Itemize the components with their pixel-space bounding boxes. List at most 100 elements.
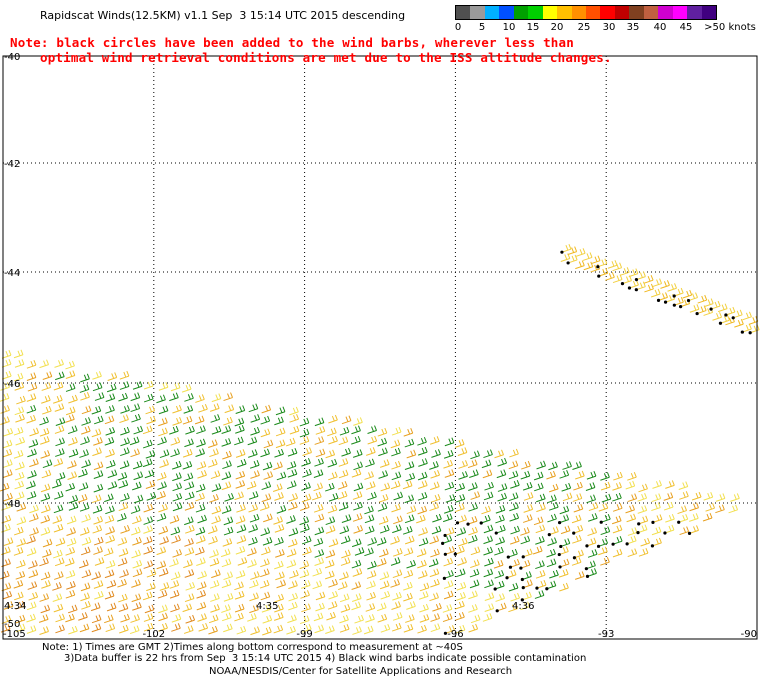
wind-barb: [378, 516, 389, 525]
wind-barb: [429, 461, 439, 470]
wind-barb: [585, 482, 596, 491]
wind-barb: [209, 403, 220, 412]
wind-barb: [157, 589, 168, 599]
wind-barb: [104, 493, 114, 503]
wind-barb: [378, 493, 389, 503]
wind-barb: [351, 581, 362, 591]
wind-barb: [235, 405, 246, 414]
wind-barb: [444, 481, 455, 491]
wind-barb: [16, 502, 27, 512]
wind-barb: [288, 493, 299, 502]
wind-barb: [259, 502, 270, 511]
wind-barb: [428, 558, 439, 568]
wind-barb: [431, 525, 442, 535]
wind-barb: [143, 393, 154, 403]
wind-barb: [2, 469, 13, 478]
wind-barb: [143, 503, 154, 513]
wind-barb: [572, 524, 584, 535]
wind-barb: [703, 491, 714, 501]
wind-barb: [131, 579, 141, 588]
wind-barb: [67, 460, 77, 469]
wind-barb: [288, 601, 298, 611]
wind-barb: [546, 548, 556, 558]
wind-barb: [195, 526, 206, 536]
wind-barb: [118, 502, 129, 512]
wind-barb: [430, 548, 440, 558]
wind-barb: [105, 405, 115, 414]
wind-barb: [211, 483, 222, 492]
wind-barb: [210, 593, 220, 602]
wind-barb: [40, 436, 50, 445]
wind-barb: [455, 624, 466, 634]
wind-barb: [313, 537, 324, 547]
wind-barb: [599, 514, 611, 524]
wind-barb: [14, 471, 25, 481]
wind-barb: [146, 415, 156, 425]
wind-barb: [596, 538, 609, 548]
wind-barb: [366, 570, 377, 579]
wind-barb: [605, 272, 615, 281]
wind-barb: [81, 600, 91, 610]
wind-barb: [223, 526, 234, 536]
wind-barb: [455, 600, 465, 610]
wind-barb: [468, 590, 478, 600]
wind-barb: [432, 602, 442, 612]
wind-barb: [55, 624, 65, 634]
wind-barb: [259, 579, 270, 589]
wind-barb: [586, 494, 596, 504]
wind-barb: [417, 505, 428, 515]
wind-barb: [273, 461, 283, 471]
wind-barb: [236, 535, 247, 544]
wind-barb: [183, 405, 194, 414]
legend-label-25: 25: [577, 22, 591, 33]
wind-barb: [352, 449, 363, 458]
wind-barb: [209, 549, 219, 558]
wind-barb: [15, 571, 26, 580]
legend-swatch: [600, 6, 616, 19]
wind-barb: [637, 505, 648, 514]
wind-barb: [508, 460, 519, 470]
wind-barb: [105, 526, 115, 535]
wind-barb: [91, 428, 102, 438]
legend-swatch: [586, 6, 601, 19]
wind-barb: [467, 459, 478, 469]
wind-barb: [417, 437, 427, 446]
wind-barb: [495, 504, 506, 514]
wind-barb: [235, 449, 246, 458]
legend-label-20: 20: [550, 22, 564, 33]
wind-barb: [341, 514, 352, 523]
contamination-dot: [585, 574, 590, 578]
wind-barb: [54, 571, 64, 580]
wind-barb: [689, 513, 699, 522]
wind-barb: [313, 469, 324, 478]
contamination-dot: [599, 520, 603, 524]
wind-barb: [260, 448, 270, 458]
wind-barb: [184, 569, 195, 578]
wind-barb: [41, 382, 52, 391]
wind-barb: [3, 537, 14, 546]
wind-barb: [325, 570, 335, 580]
wind-barb: [223, 593, 234, 602]
wind-barb: [133, 425, 144, 435]
wind-barb: [119, 624, 129, 634]
wind-barb: [249, 513, 260, 523]
wind-barb: [118, 392, 128, 402]
wind-barb: [26, 359, 37, 369]
wind-barb: [156, 394, 166, 404]
wind-barb: [442, 613, 453, 623]
wind-barb: [276, 505, 287, 514]
wind-barb: [601, 493, 612, 503]
footer-credit: NOAA/NESDIS/Center for Satellite Applica…: [209, 666, 513, 677]
wind-barb: [325, 549, 336, 559]
contamination-dot: [519, 566, 523, 570]
wind-barb: [194, 415, 205, 425]
wind-barb: [79, 503, 90, 512]
wind-barb: [289, 425, 300, 435]
wind-barb: [520, 527, 530, 536]
wind-barb: [403, 623, 414, 633]
wind-barb: [92, 447, 102, 457]
wind-barb: [249, 460, 260, 469]
wind-barb: [510, 525, 520, 535]
wind-barb: [28, 569, 39, 579]
